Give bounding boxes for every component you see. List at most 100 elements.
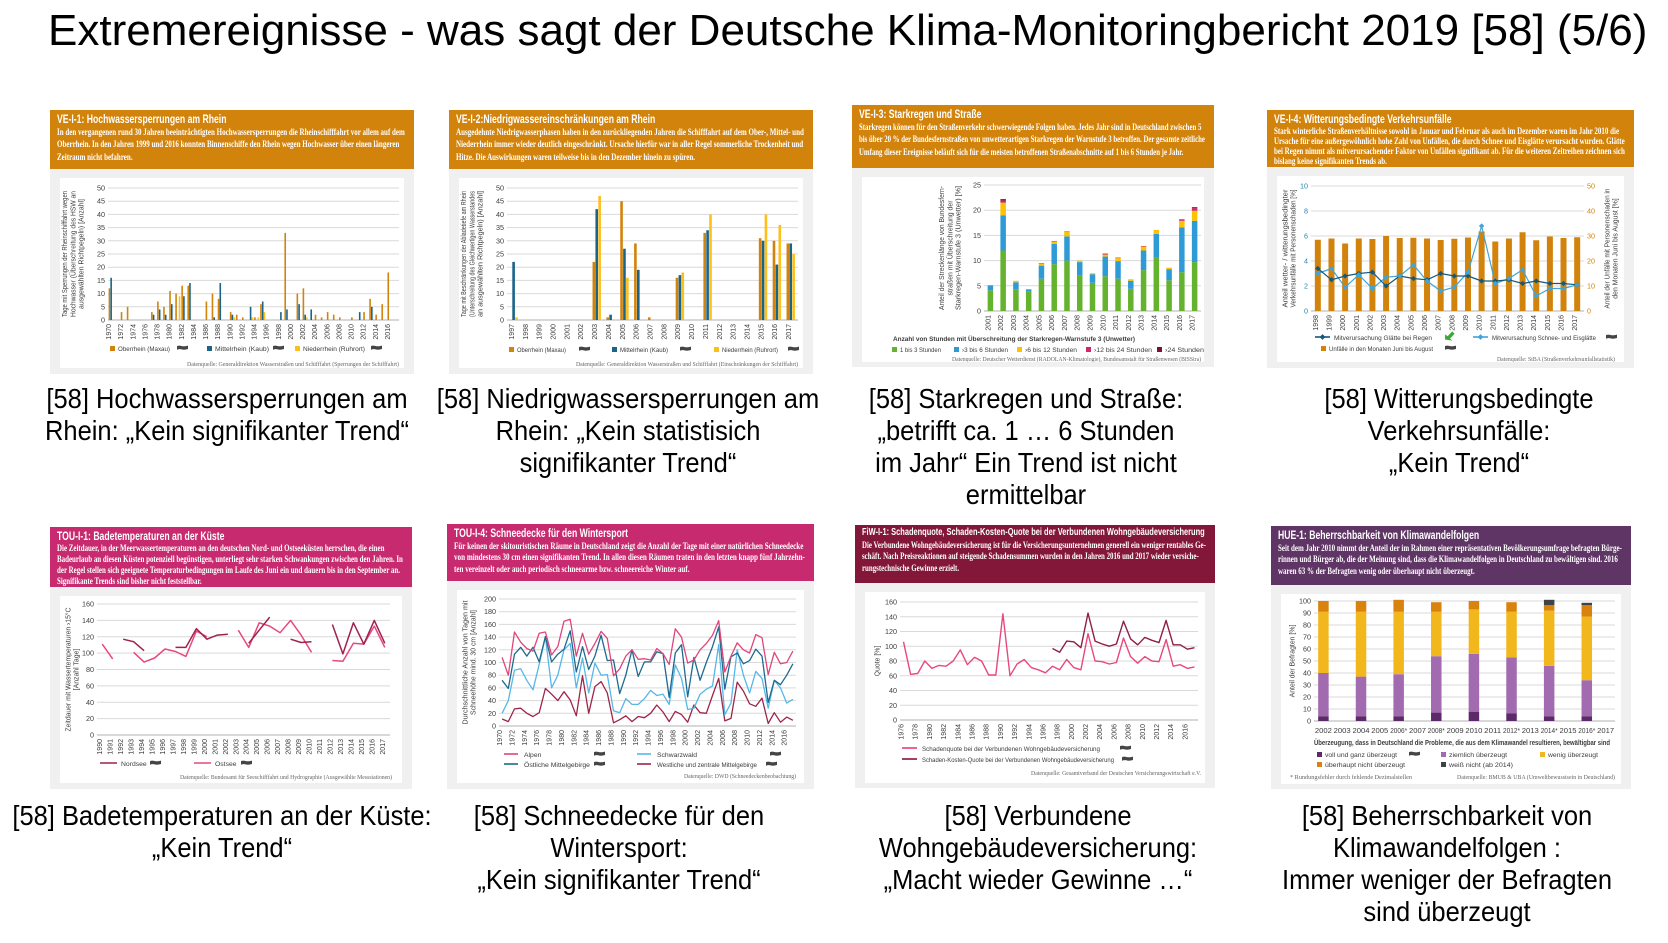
svg-text:2016: 2016 bbox=[369, 739, 376, 755]
svg-text:1990: 1990 bbox=[998, 724, 1005, 740]
svg-text:45: 45 bbox=[496, 197, 504, 206]
svg-text:2012: 2012 bbox=[1126, 315, 1133, 331]
svg-text:Anteil der Befragten [%]: Anteil der Befragten [%] bbox=[1289, 625, 1296, 698]
svg-text:2006*: 2006* bbox=[1390, 726, 1407, 735]
svg-text:Datenquelle: BMUB & UBA (Umwel: Datenquelle: BMUB & UBA (Umweltbewusstse… bbox=[1457, 774, 1615, 781]
svg-text:weiß nicht (ab 2014): weiß nicht (ab 2014) bbox=[1448, 762, 1513, 769]
svg-text:Alpen: Alpen bbox=[524, 752, 542, 759]
svg-text:20: 20 bbox=[1587, 257, 1595, 266]
svg-text:2010: 2010 bbox=[1140, 724, 1147, 740]
svg-text:2010: 2010 bbox=[1100, 315, 1107, 331]
svg-text:80: 80 bbox=[889, 657, 897, 666]
svg-text:Mitverursachung Glätte bei Reg: Mitverursachung Glätte bei Regen bbox=[1334, 335, 1432, 342]
svg-text:40: 40 bbox=[488, 696, 496, 705]
svg-text:1988: 1988 bbox=[984, 724, 991, 740]
svg-text:2016: 2016 bbox=[1559, 315, 1566, 331]
svg-text:6: 6 bbox=[1304, 232, 1308, 241]
svg-text:0: 0 bbox=[101, 316, 105, 325]
svg-text:20: 20 bbox=[97, 263, 105, 272]
svg-text:Schadenquote bei der Verbunde: Schadenquote bei der Verbundenen Wohngeb… bbox=[922, 746, 1100, 753]
svg-text:1988: 1988 bbox=[215, 324, 222, 340]
svg-text:15: 15 bbox=[496, 276, 504, 285]
svg-text:1993: 1993 bbox=[129, 739, 136, 755]
svg-text:Oberrhein (Maxau): Oberrhein (Maxau) bbox=[118, 346, 170, 353]
svg-text:2013: 2013 bbox=[1522, 726, 1539, 735]
svg-text:0: 0 bbox=[90, 731, 94, 740]
svg-text:2015: 2015 bbox=[359, 739, 366, 755]
svg-text:2012: 2012 bbox=[1154, 724, 1161, 740]
svg-text:2003: 2003 bbox=[1381, 315, 1388, 331]
svg-text:0: 0 bbox=[492, 722, 496, 731]
svg-text:1972: 1972 bbox=[510, 730, 517, 746]
svg-text:Schaden-Kosten-Quote bei der V: Schaden-Kosten-Quote bei der Verbundenen… bbox=[922, 757, 1114, 764]
svg-text:2010: 2010 bbox=[1477, 315, 1484, 331]
svg-text:2000: 2000 bbox=[683, 730, 690, 746]
svg-text:2008*: 2008* bbox=[1428, 726, 1445, 735]
svg-text:2014: 2014 bbox=[769, 730, 776, 746]
svg-text:Verkehrsunfälle mit Personensc: Verkehrsunfälle mit Personenschaden [%] bbox=[1291, 189, 1298, 307]
svg-text:2017: 2017 bbox=[786, 324, 793, 340]
svg-text:›3 bis 6 Stunden: ›3 bis 6 Stunden bbox=[962, 347, 1008, 354]
svg-text:1974: 1974 bbox=[522, 730, 529, 746]
svg-text:* Rundungsfehler durch fehlend: * Rundungsfehler durch fehlende Dezimals… bbox=[1290, 774, 1413, 781]
svg-text:2013: 2013 bbox=[338, 739, 345, 755]
svg-text:40: 40 bbox=[1303, 669, 1311, 678]
svg-text:Westliche und zentrale Mittelg: Westliche und zentrale Mittelgebirge bbox=[657, 762, 757, 769]
svg-text:2015: 2015 bbox=[1545, 315, 1552, 331]
svg-text:2013: 2013 bbox=[731, 324, 738, 340]
svg-text:ausgewählten Richtpegeln) [An: ausgewählten Richtpegeln) [Anzahl] bbox=[79, 199, 86, 309]
svg-text:2013: 2013 bbox=[1518, 315, 1525, 331]
svg-text:60: 60 bbox=[86, 681, 94, 690]
svg-text:voll und ganz überzeugt: voll und ganz überzeugt bbox=[1325, 752, 1397, 759]
svg-text:Datenquelle: Bundesamt für See: Datenquelle: Bundesamt für Seeschifffahr… bbox=[180, 774, 392, 781]
svg-text:1986: 1986 bbox=[970, 724, 977, 740]
svg-text:10: 10 bbox=[973, 256, 981, 265]
svg-text:2007: 2007 bbox=[648, 324, 655, 340]
svg-text:1998: 1998 bbox=[276, 324, 283, 340]
svg-text:›24 Stunden: ›24 Stunden bbox=[1165, 347, 1204, 354]
svg-text:2005: 2005 bbox=[1371, 726, 1388, 735]
svg-text:60: 60 bbox=[488, 683, 496, 692]
svg-text:140: 140 bbox=[484, 633, 496, 642]
svg-text:40: 40 bbox=[97, 210, 105, 219]
svg-text:Anteil wetter- / witterungsbed: Anteil wetter- / witterungsbedingter bbox=[1282, 189, 1289, 308]
svg-text:1997: 1997 bbox=[171, 739, 178, 755]
svg-text:1996: 1996 bbox=[658, 730, 665, 746]
svg-text:ziemlich überzeugt: ziemlich überzeugt bbox=[1449, 752, 1507, 759]
svg-text:2007: 2007 bbox=[1436, 315, 1443, 331]
svg-text:2007: 2007 bbox=[1409, 726, 1426, 735]
svg-text:2000: 2000 bbox=[288, 324, 295, 340]
svg-text:Datenquelle: StBA (Straßenverk: Datenquelle: StBA (Straßenverkehrsunfall… bbox=[1497, 356, 1615, 362]
svg-text:2004: 2004 bbox=[244, 739, 251, 755]
svg-text:2016: 2016 bbox=[782, 730, 789, 746]
svg-text:2000: 2000 bbox=[1069, 724, 1076, 740]
svg-text:Datenquelle: Generaldirektion: Datenquelle: Generaldirektion Wasserstra… bbox=[576, 361, 798, 368]
svg-text:2015: 2015 bbox=[758, 324, 765, 340]
svg-text:2017: 2017 bbox=[1190, 315, 1197, 331]
svg-text:2004: 2004 bbox=[1024, 315, 1031, 331]
svg-text:15: 15 bbox=[973, 231, 981, 240]
svg-text:2006: 2006 bbox=[720, 730, 727, 746]
svg-text:1984: 1984 bbox=[191, 324, 198, 340]
svg-text:2010: 2010 bbox=[689, 324, 696, 340]
svg-text:2014: 2014 bbox=[1168, 724, 1175, 740]
svg-text:1991: 1991 bbox=[108, 739, 115, 755]
svg-text:1999: 1999 bbox=[191, 739, 198, 755]
svg-text:2004: 2004 bbox=[1353, 726, 1370, 735]
svg-text:1970: 1970 bbox=[106, 324, 113, 340]
svg-text:25: 25 bbox=[496, 250, 504, 259]
svg-text:1994: 1994 bbox=[139, 739, 146, 755]
svg-text:5: 5 bbox=[101, 302, 105, 311]
svg-text:40: 40 bbox=[86, 698, 94, 707]
svg-text:140: 140 bbox=[82, 616, 94, 625]
svg-text:80: 80 bbox=[488, 671, 496, 680]
svg-text:2017: 2017 bbox=[1572, 315, 1579, 331]
svg-text:2017: 2017 bbox=[380, 739, 387, 755]
svg-text:Durchschnittliche Anzahl von T: Durchschnittliche Anzahl von Tagen mit bbox=[462, 600, 469, 724]
svg-text:100: 100 bbox=[885, 642, 897, 651]
svg-text:30: 30 bbox=[97, 236, 105, 245]
svg-text:1980: 1980 bbox=[559, 730, 566, 746]
svg-text:2009: 2009 bbox=[1088, 315, 1095, 331]
svg-text:Anteil der Unfälle mit Persone: Anteil der Unfälle mit Personenschaden i… bbox=[1604, 188, 1611, 308]
svg-text:1974: 1974 bbox=[130, 324, 137, 340]
